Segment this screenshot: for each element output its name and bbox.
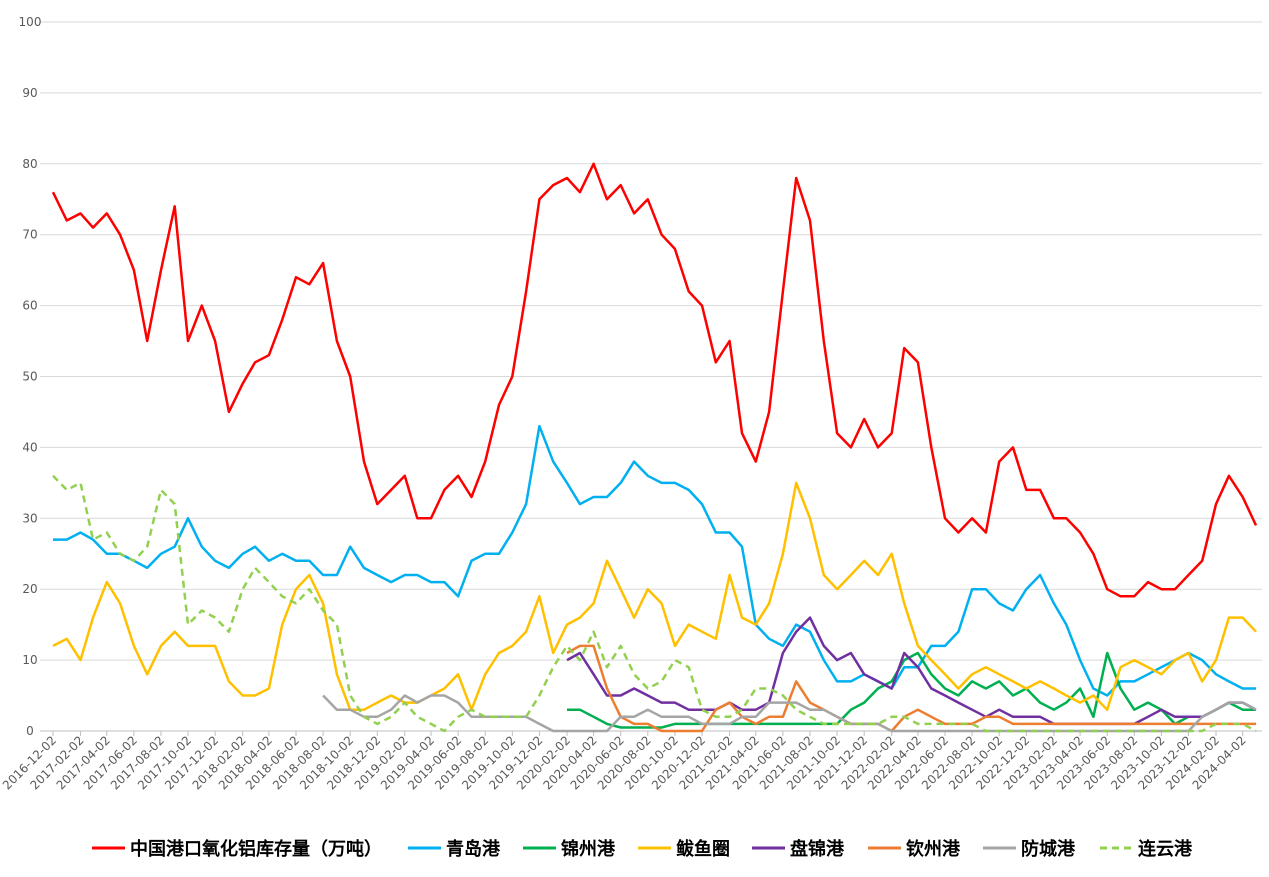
y-tick-label: 80: [22, 157, 37, 171]
series-line: [53, 424, 1256, 697]
y-tick-label: 0: [26, 724, 34, 738]
legend-label: 中国港口氧化铝库存量（万吨）: [130, 838, 382, 860]
y-tick-label: 100: [19, 15, 42, 29]
series-line: [51, 162, 1258, 598]
y-tick-label: 10: [22, 653, 37, 667]
y-tick-label: 60: [22, 299, 37, 313]
series-line: [52, 481, 1257, 711]
y-tick-label: 40: [22, 440, 37, 454]
legend-label: 钦州港: [906, 838, 961, 860]
y-tick-label: 20: [22, 582, 37, 596]
y-tick-label: 50: [22, 370, 37, 384]
y-tick-label: 70: [22, 228, 37, 242]
y-tick-label: 90: [22, 86, 37, 100]
legend-label: 鲅鱼圈: [676, 838, 730, 860]
y-tick-label: 30: [22, 511, 37, 525]
legend-label: 盘锦港: [790, 838, 845, 860]
legend-label: 防城港: [1021, 838, 1076, 860]
legend-label: 锦州港: [561, 838, 616, 860]
series-line: [566, 644, 1256, 733]
series-line: [322, 694, 1257, 733]
series-line: [566, 616, 1257, 726]
legend-label: 连云港: [1138, 838, 1193, 860]
series-line: [567, 651, 1256, 729]
legend-label: 青岛港: [446, 838, 501, 860]
series-line: [52, 474, 1257, 733]
